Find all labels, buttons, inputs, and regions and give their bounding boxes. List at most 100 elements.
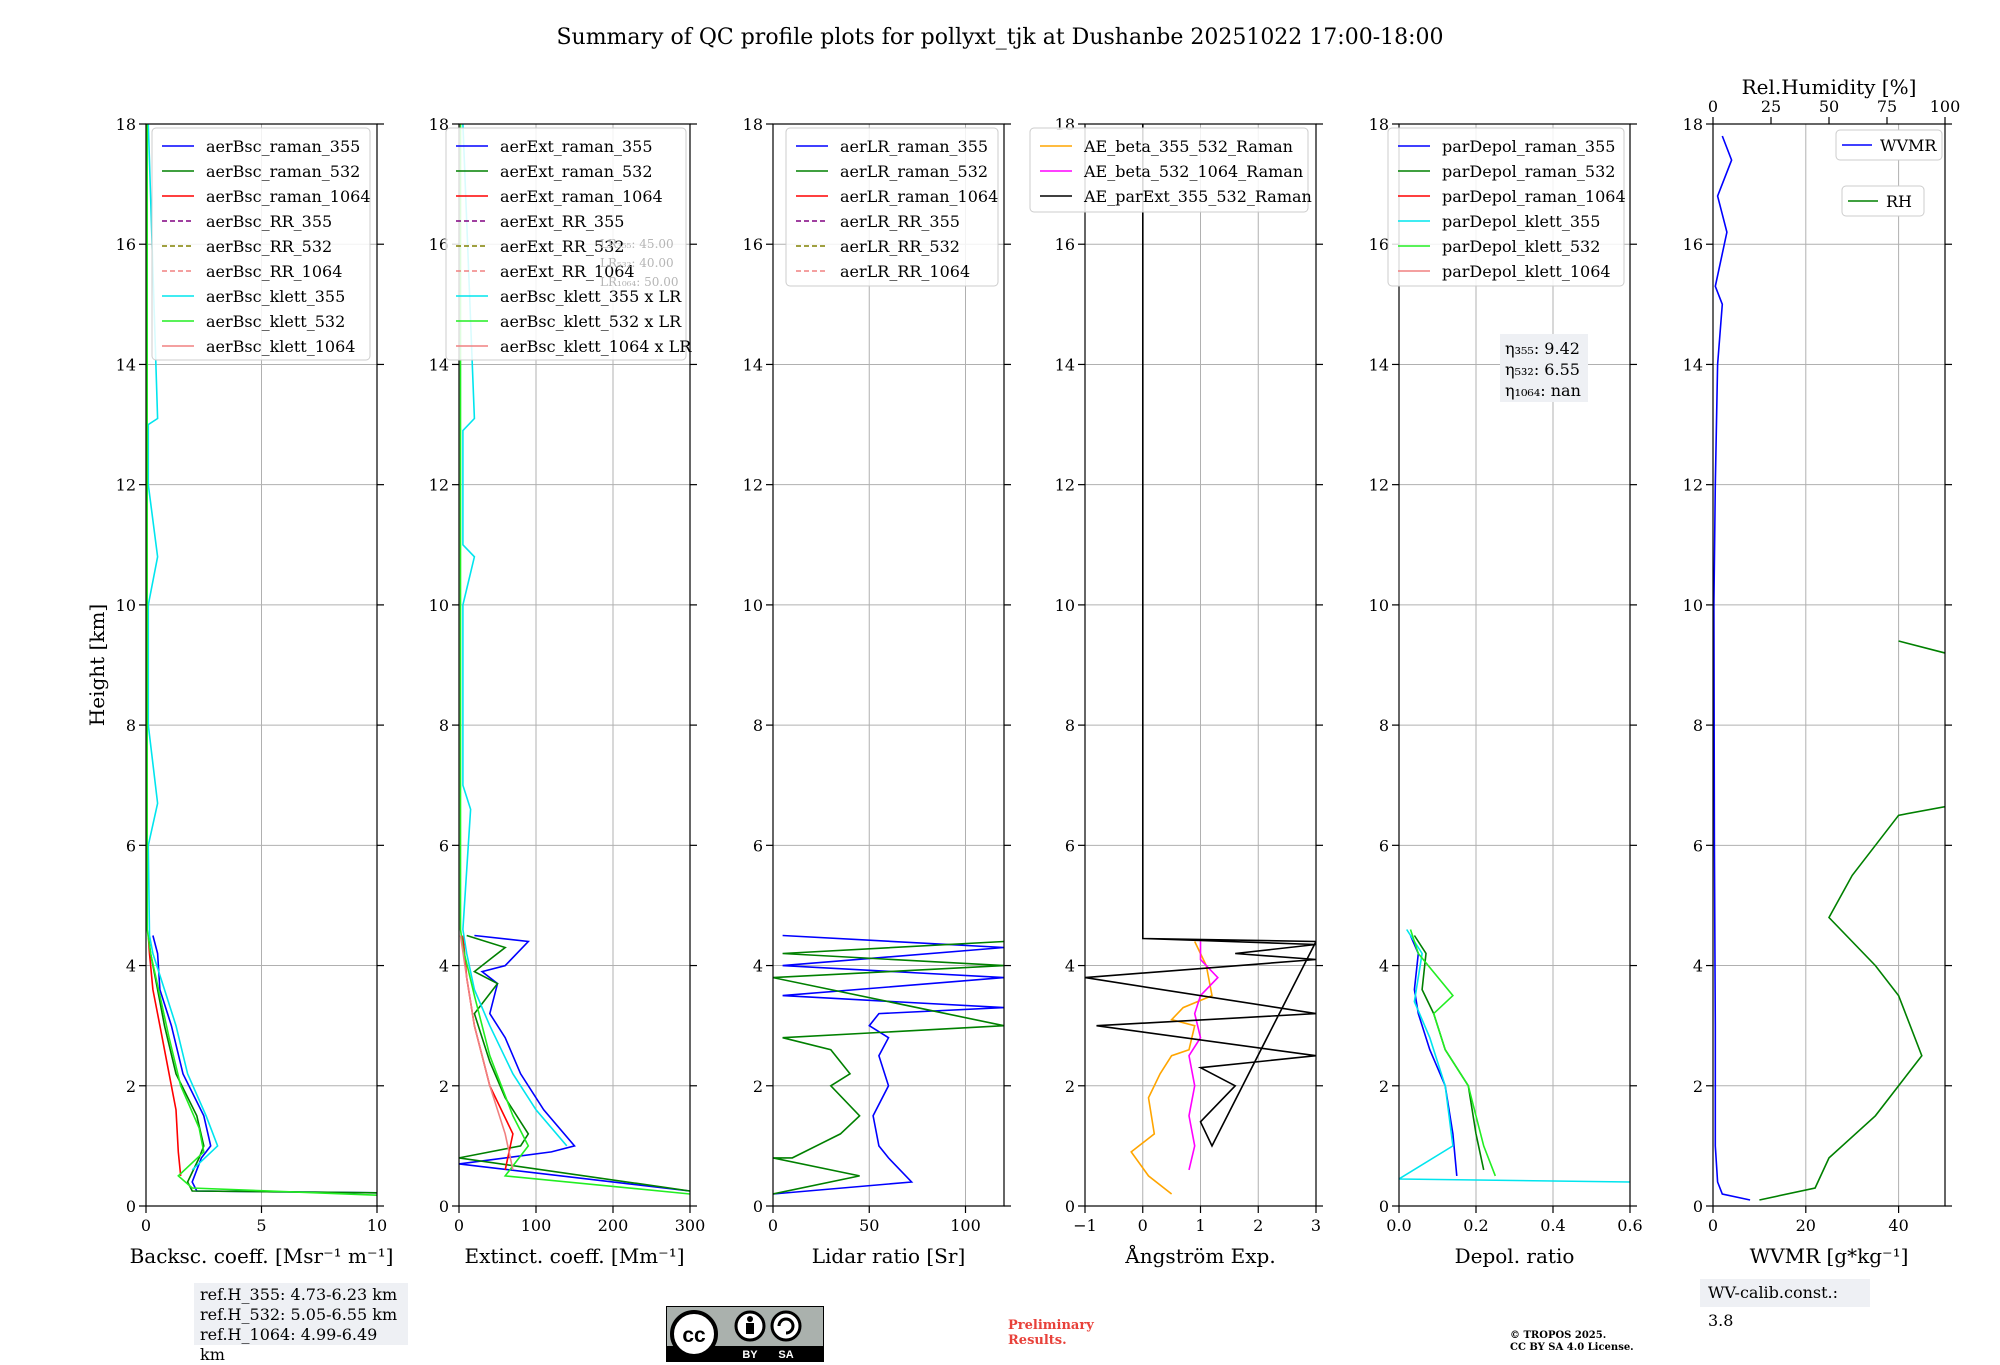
copyright-note: © TROPOS 2025. CC BY SA 4.0 License. — [1510, 1330, 1634, 1354]
y-tick-label: 18 — [1369, 115, 1389, 134]
y-tick-label: 6 — [1693, 836, 1703, 855]
y-tick-label: 18 — [116, 115, 136, 134]
y-tick-label: 18 — [429, 115, 449, 134]
x-axis-label: Depol. ratio — [1455, 1244, 1575, 1268]
series-line-aerext-raman-355 — [459, 934, 690, 1192]
eta-box — [1500, 334, 1588, 402]
y-tick-label: 10 — [743, 596, 763, 615]
series-group — [459, 124, 690, 1195]
x-tick-label: 0 — [768, 1216, 778, 1235]
series-group — [1713, 135, 1945, 1201]
x-tick-label: 5 — [256, 1216, 266, 1235]
series-line-ae-beta-355-532-raman — [1130, 941, 1213, 1195]
axes-frame — [1712, 123, 1946, 1207]
lidar-ratio-annotation: LR₃₅₅: 45.00 — [600, 237, 674, 251]
legend-label: aerBsc_klett_1064 x LR — [500, 337, 692, 356]
legend-frame — [785, 127, 999, 287]
lidar-ratio-annotation: LR₁₀₆₄: 50.00 — [600, 275, 678, 289]
legend-label: aerBsc_klett_532 x LR — [500, 312, 682, 331]
y-tick-label: 8 — [126, 716, 136, 735]
y-tick-label: 8 — [1379, 716, 1389, 735]
y-tick-label: 18 — [743, 115, 763, 134]
y-tick-label: 6 — [1379, 836, 1389, 855]
series-line-rh — [1759, 640, 1945, 1201]
x-tick-label: 10 — [367, 1216, 387, 1235]
lidar-ratio-annotation: LR₅₃₂: 40.00 — [600, 256, 674, 270]
y-tick-label: 14 — [116, 355, 136, 374]
series-line-aerbsc-klett-532 — [146, 124, 377, 1196]
x-tick-label: 3 — [1311, 1216, 1321, 1235]
y-tick-label: 10 — [1369, 596, 1389, 615]
x-tick-label: 100 — [950, 1216, 981, 1235]
y-tick-label: 10 — [1683, 596, 1703, 615]
y-tick-label: 2 — [126, 1077, 136, 1096]
y-tick-label: 12 — [1683, 476, 1703, 495]
y-tick-label: 16 — [116, 235, 136, 254]
series-group — [773, 934, 1004, 1195]
preliminary-note: Preliminary Results. — [1008, 1318, 1094, 1348]
y-tick-label: 2 — [753, 1077, 763, 1096]
y-tick-label: 2 — [1693, 1077, 1703, 1096]
copyright-line-1: © TROPOS 2025. — [1510, 1330, 1607, 1341]
x-tick-label: 2 — [1253, 1216, 1263, 1235]
x-axis-label: Lidar ratio [Sr] — [812, 1244, 966, 1268]
legend-label: aerExt_raman_1064 — [500, 187, 663, 206]
series-line-pardepol-klett-355 — [1399, 929, 1630, 1183]
legend-label: aerBsc_RR_1064 — [206, 262, 342, 281]
ref-height-355: ref.H_355: 4.73-6.23 km — [200, 1285, 398, 1304]
x-tick-label: −1 — [1073, 1216, 1097, 1235]
y-tick-label: 0 — [753, 1197, 763, 1216]
y-tick-label: 6 — [753, 836, 763, 855]
eta-label: η₃₅₅: 9.42 — [1505, 339, 1580, 358]
y-tick-label: 8 — [753, 716, 763, 735]
top-axis-label: Rel.Humidity [%] — [1742, 75, 1917, 99]
x-tick-label: 200 — [598, 1216, 629, 1235]
x-axis-label: Ångström Exp. — [1124, 1243, 1275, 1268]
legend-label: aerLR_RR_1064 — [840, 262, 970, 281]
y-tick-label: 0 — [126, 1197, 136, 1216]
panel-bsc: 0 2 4 6 8 10 12 14 16 18 0 5 10 Backsc. coeff. [Msr⁻¹… — [85, 115, 393, 1268]
reference-height-box: ref.H_355: 4.73-6.23 km ref.H_532: 5.05-… — [194, 1283, 408, 1364]
preliminary-line-2: Results. — [1008, 1333, 1067, 1348]
x-tick-label: 0 — [1138, 1216, 1148, 1235]
legend-label: aerLR_RR_532 — [840, 237, 960, 256]
axes-frame — [1398, 123, 1631, 1207]
series-group — [1399, 929, 1630, 1183]
legend-label: AE_beta_532_1064_Raman — [1083, 162, 1303, 181]
attribution-icon-body — [746, 1323, 754, 1334]
y-tick-label: 10 — [116, 596, 136, 615]
share-alike-icon — [770, 1310, 802, 1342]
y-tick-label: 2 — [439, 1077, 449, 1096]
series-line-ae-parext-355-532-raman — [1085, 124, 1316, 1148]
series-line-pardepol-klett-532 — [1409, 929, 1497, 1177]
legend-label: aerLR_raman_1064 — [840, 187, 998, 206]
cc-sa-label: SA — [778, 1349, 793, 1361]
legend-frame — [1835, 129, 1943, 161]
x-axis-label: Backsc. coeff. [Msr⁻¹ m⁻¹] — [130, 1244, 394, 1268]
x-axis-label: Extinct. coeff. [Mm⁻¹] — [464, 1244, 684, 1268]
legend-frame — [1029, 127, 1309, 213]
y-tick-label: 12 — [1369, 476, 1389, 495]
series-line-aerbsc-klett-1064-x-lr — [459, 935, 514, 1171]
series-line-aerbsc-raman-355 — [152, 935, 377, 1194]
legend-label: aerExt_raman_532 — [500, 162, 653, 181]
x-tick-label: 1 — [1195, 1216, 1205, 1235]
series-line-pardepol-raman-532 — [1413, 935, 1485, 1171]
figure-title: Summary of QC profile plots for pollyxt_… — [556, 25, 1443, 50]
top-x-tick-label: 100 — [1930, 97, 1961, 116]
y-tick-label: 4 — [126, 957, 136, 976]
axes-frame — [458, 123, 691, 1207]
y-tick-label: 12 — [429, 476, 449, 495]
top-x-tick-label: 75 — [1877, 97, 1897, 116]
y-tick-label: 12 — [743, 476, 763, 495]
legend-label: aerLR_raman_355 — [840, 137, 988, 156]
legend-label: aerExt_RR_532 — [500, 237, 624, 256]
legend-label: aerExt_raman_355 — [500, 137, 653, 156]
legend-label: aerBsc_klett_532 — [206, 312, 345, 331]
legend-label: RH — [1886, 192, 1912, 211]
y-tick-label: 14 — [1369, 355, 1389, 374]
x-tick-label: 0 — [1708, 1216, 1718, 1235]
legend-label: aerBsc_raman_532 — [206, 162, 360, 181]
legend: aerBsc_raman_355 aerBsc_raman_532 aerBsc_r… — [151, 127, 371, 361]
